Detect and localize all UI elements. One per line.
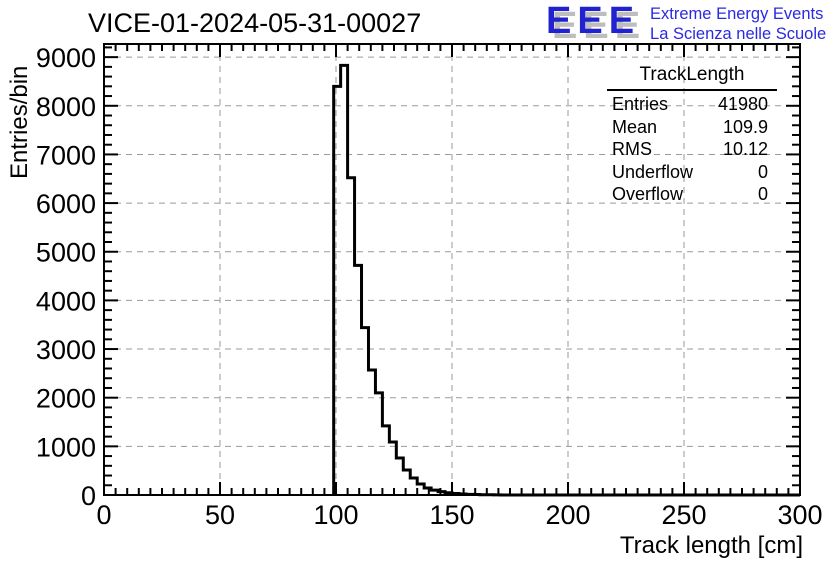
x-axis-title: Track length [cm] <box>619 532 803 559</box>
svg-text:100: 100 <box>313 500 358 530</box>
stats-label: Underflow <box>612 161 694 182</box>
svg-text:150: 150 <box>429 500 474 530</box>
svg-text:1000: 1000 <box>36 432 96 462</box>
y-tick-labels: 0 1000 2000 3000 4000 5000 6000 7000 8000 9000 <box>36 43 96 511</box>
svg-text:200: 200 <box>545 500 590 530</box>
stats-value: 0 <box>757 161 768 182</box>
svg-text:9000: 9000 <box>36 43 96 73</box>
stats-label: RMS <box>612 139 652 160</box>
svg-text:0: 0 <box>96 500 111 530</box>
x-tick-labels: 0 50 100 150 200 250 300 <box>96 500 822 530</box>
svg-text:5000: 5000 <box>36 238 96 268</box>
stats-row-underflow: Underflow 0 <box>607 161 777 184</box>
stats-label: Entries <box>612 94 669 114</box>
svg-text:300: 300 <box>777 500 822 530</box>
svg-text:3000: 3000 <box>36 335 96 365</box>
stats-value: 41980 <box>717 94 768 114</box>
eee-logo-tagline: Extreme Energy Events La Scienza nelle S… <box>650 5 826 44</box>
eee-logo-acronym: EEE <box>546 0 641 42</box>
stats-row-entries: Entries 41980 <box>607 93 777 116</box>
stats-box-title: TrackLength <box>639 64 745 85</box>
stats-value: 109.9 <box>722 116 768 137</box>
stats-label: Overflow <box>612 184 684 205</box>
stats-value: 0 <box>757 184 768 205</box>
svg-text:8000: 8000 <box>36 92 96 122</box>
svg-text:7000: 7000 <box>36 140 96 170</box>
svg-text:250: 250 <box>661 500 706 530</box>
svg-text:4000: 4000 <box>36 286 96 316</box>
grid-lines <box>104 44 800 495</box>
stats-row-overflow: Overflow 0 <box>607 183 777 206</box>
y-axis-title: Entries/bin <box>6 65 33 179</box>
stats-box: TrackLength Entries 41980 Mean 109.9 RMS… <box>607 64 777 206</box>
svg-text:2000: 2000 <box>36 384 96 414</box>
plot-frame <box>103 43 801 496</box>
svg-text:50: 50 <box>205 500 235 530</box>
stats-row-rms: RMS 10.12 <box>607 138 777 161</box>
svg-text:6000: 6000 <box>36 189 96 219</box>
page-title: VICE-01-2024-05-31-00027 <box>88 8 422 38</box>
stats-row-mean: Mean 109.9 <box>607 116 777 139</box>
eee-logo-tagline-line1: Extreme Energy Events <box>650 5 824 23</box>
stats-label: Mean <box>612 116 658 137</box>
eee-logo: EEE Extreme Energy Events La Scienza nel… <box>546 0 826 44</box>
svg-text:0: 0 <box>81 481 96 511</box>
stats-value: 10.12 <box>722 139 768 160</box>
stats-box-divider <box>607 89 777 91</box>
eee-logo-tagline-line2: La Scienza nelle Scuole <box>650 24 827 43</box>
axis-ticks <box>103 44 801 496</box>
